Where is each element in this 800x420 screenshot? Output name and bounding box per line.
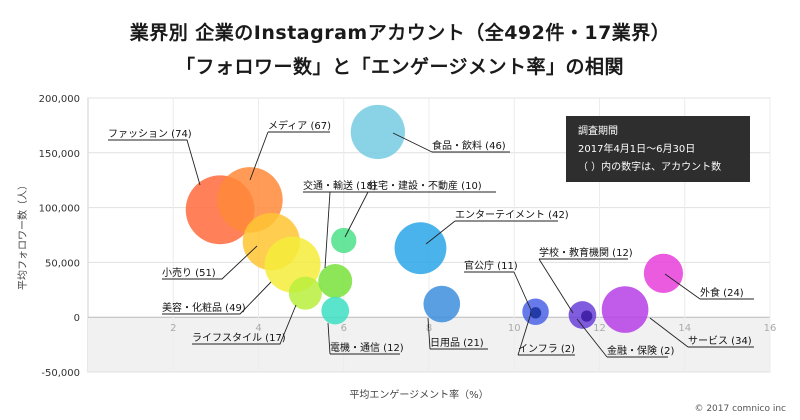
note-explanation: （ ）内の数字は、アカウント数 xyxy=(578,160,721,173)
leader-line xyxy=(649,317,689,348)
leader-line xyxy=(513,271,532,311)
bubble-label: 日用品 (21) xyxy=(430,337,484,349)
y-tick-label: 50,000 xyxy=(45,258,80,269)
bubble-label: インフラ (2) xyxy=(518,343,575,355)
x-tick-label: 12 xyxy=(593,323,606,334)
leader-line xyxy=(517,312,532,356)
y-tick-label: 0 xyxy=(74,313,80,324)
bubble-label: 官公庁 (11) xyxy=(464,259,518,272)
bubble-label: 交通・輸送 (18) xyxy=(303,179,377,192)
note-heading: 調査期間 xyxy=(578,124,618,137)
bubble-label: ライフスタイル (17) xyxy=(192,332,286,344)
leader-line xyxy=(327,322,331,355)
note-box: 調査期間 2017年4月1日〜6月30日 （ ）内の数字は、アカウント数 xyxy=(566,116,750,182)
leader-line xyxy=(108,139,201,186)
leader-line xyxy=(344,191,369,238)
bubble xyxy=(581,310,593,322)
bubble xyxy=(529,307,542,319)
bubble-label: 学校・教育機関 (12) xyxy=(539,246,633,259)
bubble xyxy=(350,104,405,160)
chart-title-line1: 業界別 企業のInstagramアカウント（全492件・17業界） xyxy=(129,22,671,44)
bubble xyxy=(288,276,322,310)
note-box-background xyxy=(566,116,750,182)
bubble xyxy=(321,296,350,325)
bubble-labels: ファッション (74) メディア (67) 小売り (51) 美容・化粧品 (49) ラ… xyxy=(108,119,752,357)
leader-line xyxy=(162,281,272,315)
note-period: 2017年4月1日〜6月30日 xyxy=(578,142,695,155)
y-tick-label: 200,000 xyxy=(39,94,80,105)
bubble xyxy=(394,222,447,275)
y-tick-label: -50,000 xyxy=(41,368,80,379)
bubble-label: 小売り (51) xyxy=(162,266,216,279)
leader-line xyxy=(192,304,297,345)
bubble-label: メディア (67) xyxy=(268,119,331,132)
leader-line xyxy=(425,220,456,245)
x-tick-label: 4 xyxy=(255,323,261,334)
y-axis-ticks: 200,000 150,000 100,000 50,000 0 -50,000 xyxy=(39,94,80,379)
bubble xyxy=(331,227,357,254)
leader-line xyxy=(162,245,258,280)
bubble-label: ファッション (74) xyxy=(108,129,192,140)
bubble xyxy=(643,253,684,293)
leader-line xyxy=(392,132,433,153)
bubble-label: サービス (34) xyxy=(688,335,752,347)
x-tick-label: 14 xyxy=(678,323,691,334)
y-axis-label: 平均フォロワー数（人） xyxy=(16,180,29,290)
bubble-label: エンターテイメント (42) xyxy=(455,209,569,221)
bubble-label: 外食 (24) xyxy=(700,286,744,299)
leader-line xyxy=(427,317,431,350)
y-tick-label: 150,000 xyxy=(39,149,80,160)
x-tick-label: 6 xyxy=(341,323,347,334)
bubble xyxy=(423,285,461,323)
label-leader-lines xyxy=(108,131,754,358)
x-tick-label: 10 xyxy=(508,323,521,334)
leader-line xyxy=(664,273,701,300)
leader-line xyxy=(249,131,269,181)
bubble-label: 食品・飲料 (46) xyxy=(432,139,506,152)
x-tick-label: 16 xyxy=(764,323,777,334)
bubble xyxy=(601,286,649,333)
bubble xyxy=(318,264,353,299)
leader-line xyxy=(576,318,608,358)
x-tick-label: 2 xyxy=(170,323,176,334)
bubble-label: 金融・保険 (2) xyxy=(607,344,674,357)
chart-title-line2: 「フォロワー数」と「エンゲージメント率」の相関 xyxy=(175,56,625,78)
leader-line xyxy=(324,191,331,269)
bubble-label: 住宅・建設・不動産 (10) xyxy=(368,179,482,192)
bubble-label: 美容・化粧品 (49) xyxy=(162,301,246,314)
bubble-label: 電機・通信 (12) xyxy=(330,341,404,354)
copyright: © 2017 comnico inc xyxy=(694,404,786,414)
leader-line xyxy=(538,258,574,314)
x-axis-label: 平均エンゲージメント率（%） xyxy=(349,388,488,401)
y-tick-label: 100,000 xyxy=(39,204,80,215)
